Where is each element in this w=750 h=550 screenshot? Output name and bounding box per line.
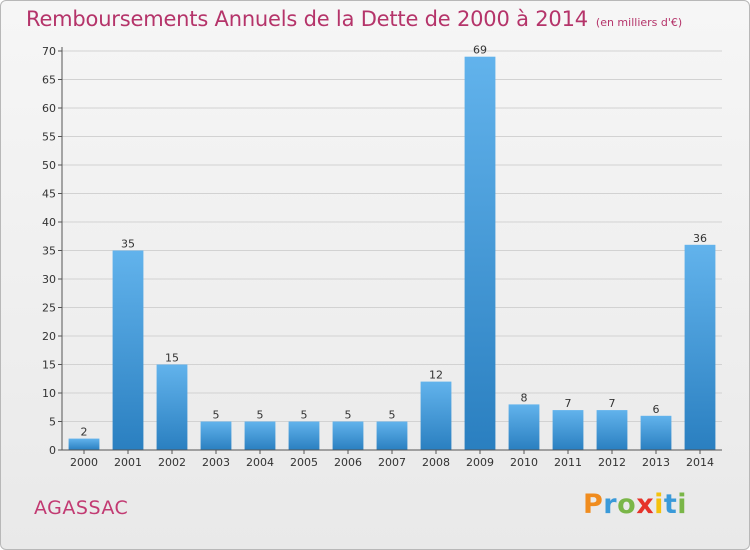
chart-unit: (en milliers d'€) xyxy=(595,16,683,29)
bars xyxy=(68,56,716,450)
data-label-2003: 5 xyxy=(213,409,220,422)
chart-title-text: Remboursements Annuels de la Dette de 20… xyxy=(26,7,588,31)
x-tick-label: 2014 xyxy=(686,456,714,469)
x-tick-label: 2001 xyxy=(114,456,142,469)
x-tick-label: 2009 xyxy=(466,456,494,469)
y-tick-labels: 0 5 10 15 20 25 30 35 40 45 50 55 60 65 70 xyxy=(42,45,62,457)
y-tick-label: 10 xyxy=(42,387,56,400)
y-tick-label: 65 xyxy=(42,74,56,87)
bar-2007 xyxy=(376,421,408,450)
data-label-2013: 6 xyxy=(653,403,660,416)
data-label-2000: 2 xyxy=(81,426,88,439)
x-tick-label: 2002 xyxy=(158,456,186,469)
y-tick-label: 25 xyxy=(42,302,56,315)
bar-2013 xyxy=(640,415,672,450)
brand-letter: o xyxy=(617,489,637,520)
bar-2009 xyxy=(464,56,496,450)
y-tick-label: 5 xyxy=(49,416,56,429)
bar-2004 xyxy=(244,421,276,450)
y-tick-label: 45 xyxy=(42,188,56,201)
bar-2010 xyxy=(508,404,540,450)
bar-2002 xyxy=(156,364,188,450)
brand-letter: i xyxy=(677,489,688,520)
bar-2014 xyxy=(684,244,716,450)
data-label-2002: 15 xyxy=(165,352,179,365)
y-tick-label: 50 xyxy=(42,159,56,172)
data-label-2005: 5 xyxy=(301,409,308,422)
y-tick-label: 15 xyxy=(42,359,56,372)
place-name: AGASSAC xyxy=(34,497,129,519)
x-tick-label: 2003 xyxy=(202,456,230,469)
bar-2000 xyxy=(68,438,100,450)
data-label-2011: 7 xyxy=(565,397,572,410)
data-label-2006: 5 xyxy=(345,409,352,422)
y-tick-label: 0 xyxy=(49,444,56,457)
x-tick-label: 2011 xyxy=(554,456,582,469)
data-label-2010: 8 xyxy=(521,391,528,404)
data-label-2001: 35 xyxy=(121,238,135,251)
bar-2011 xyxy=(552,410,584,450)
y-tick-label: 20 xyxy=(42,330,56,343)
data-label-2014: 36 xyxy=(693,232,707,245)
bar-2012 xyxy=(596,410,628,450)
data-labels: 2 35 15 5 5 5 5 5 12 69 8 7 7 6 36 xyxy=(81,44,708,439)
chart-title: Remboursements Annuels de la Dette de 20… xyxy=(26,7,682,31)
bar-2005 xyxy=(288,421,320,450)
y-tick-label: 30 xyxy=(42,273,56,286)
brand-letter: x xyxy=(636,489,655,520)
x-tick-label: 2005 xyxy=(290,456,318,469)
y-tick-label: 55 xyxy=(42,131,56,144)
bar-2006 xyxy=(332,421,364,450)
bar-2003 xyxy=(200,421,232,450)
data-label-2008: 12 xyxy=(429,369,443,382)
y-tick-label: 70 xyxy=(42,45,56,58)
y-tick-label: 40 xyxy=(42,216,56,229)
data-label-2004: 5 xyxy=(257,409,264,422)
data-label-2009: 69 xyxy=(473,44,487,57)
brand-letter: i xyxy=(654,489,664,520)
bar-2001 xyxy=(112,250,144,450)
x-tick-labels: 2000 2001 2002 2003 2004 2005 2006 2007 2008 2009… xyxy=(70,450,714,469)
y-tick-label: 60 xyxy=(42,102,56,115)
data-label-2012: 7 xyxy=(609,397,616,410)
x-tick-label: 2008 xyxy=(422,456,450,469)
x-tick-label: 2007 xyxy=(378,456,406,469)
x-tick-label: 2004 xyxy=(246,456,274,469)
x-tick-label: 2006 xyxy=(334,456,362,469)
y-tick-label: 35 xyxy=(42,245,56,258)
bar-2008 xyxy=(420,381,452,450)
x-tick-label: 2010 xyxy=(510,456,538,469)
brand-letter: r xyxy=(603,489,618,520)
brand-letter: t xyxy=(663,489,678,520)
x-tick-label: 2000 xyxy=(70,456,98,469)
brand-logo: Proxiti xyxy=(583,489,687,520)
x-tick-label: 2012 xyxy=(598,456,626,469)
x-tick-label: 2013 xyxy=(642,456,670,469)
data-label-2007: 5 xyxy=(389,409,396,422)
brand-letter: P xyxy=(583,489,604,520)
